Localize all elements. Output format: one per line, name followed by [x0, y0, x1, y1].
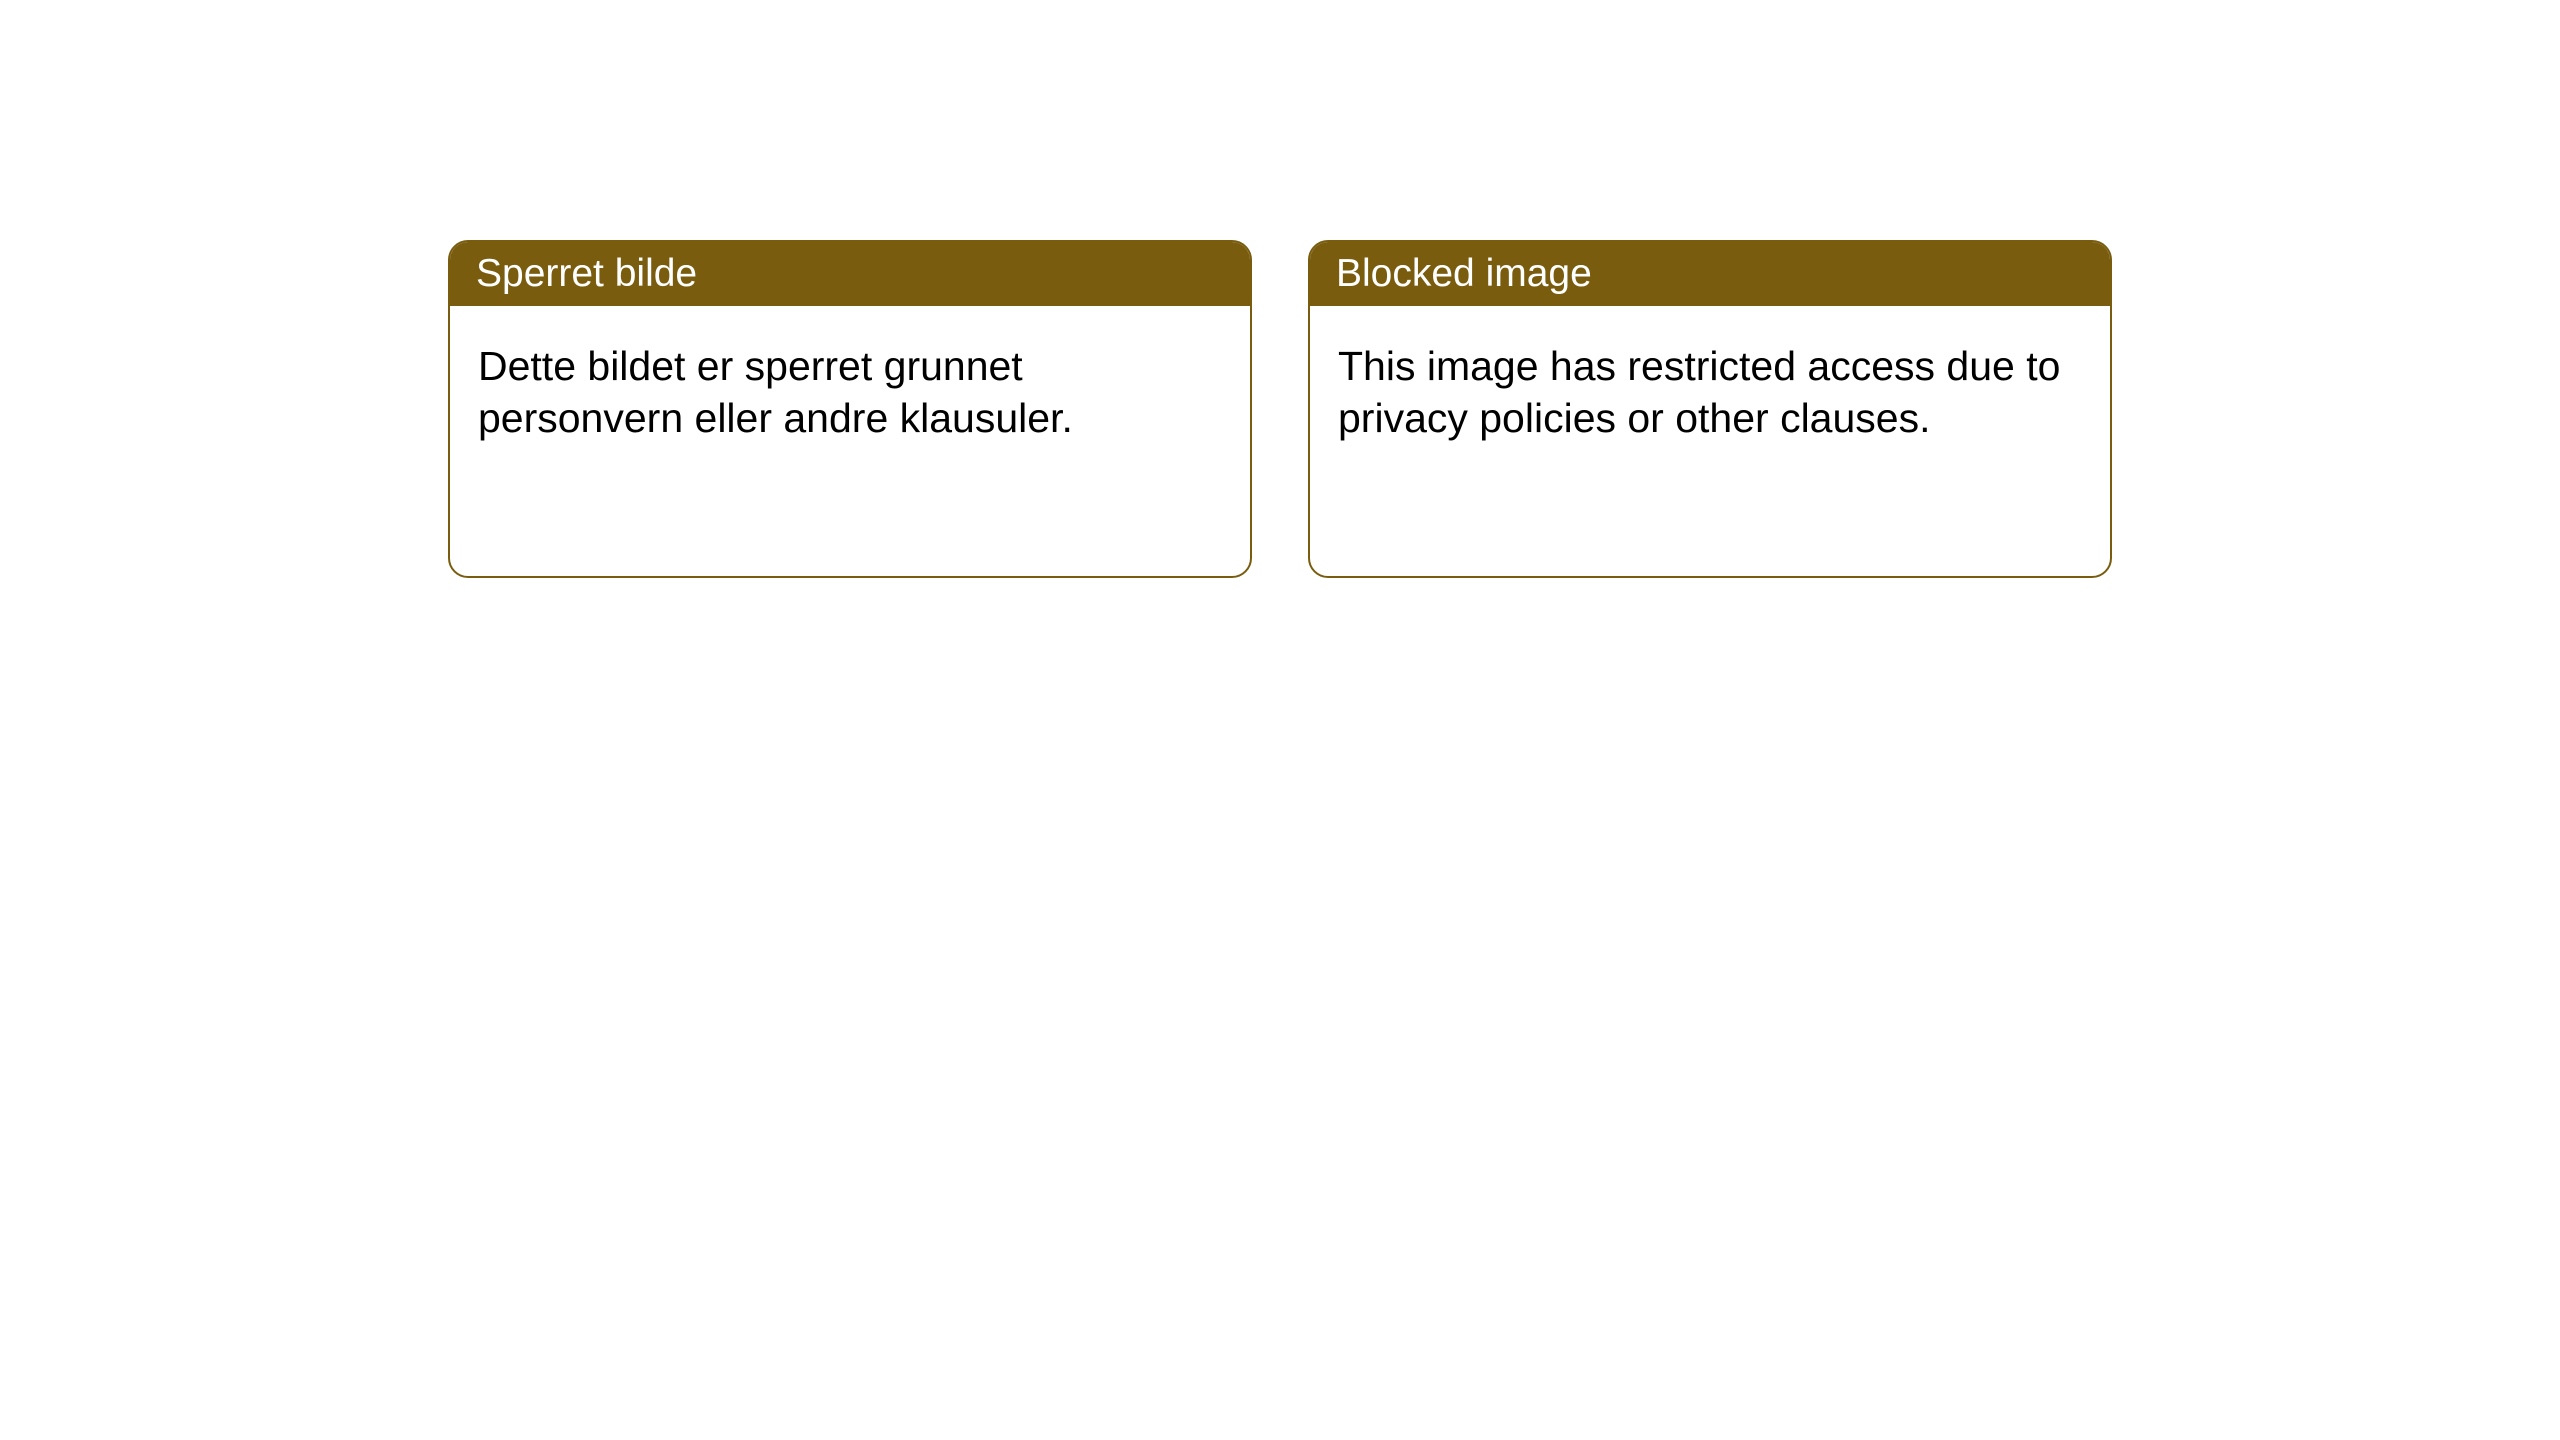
card-text-norwegian: Dette bildet er sperret grunnet personve… — [478, 343, 1073, 441]
card-body-norwegian: Dette bildet er sperret grunnet personve… — [450, 306, 1250, 478]
notice-card-english: Blocked image This image has restricted … — [1308, 240, 2112, 578]
card-title-norwegian: Sperret bilde — [476, 252, 697, 295]
notice-cards-container: Sperret bilde Dette bildet er sperret gr… — [0, 0, 2560, 578]
card-header-english: Blocked image — [1310, 242, 2110, 306]
card-body-english: This image has restricted access due to … — [1310, 306, 2110, 478]
notice-card-norwegian: Sperret bilde Dette bildet er sperret gr… — [448, 240, 1252, 578]
card-header-norwegian: Sperret bilde — [450, 242, 1250, 306]
card-text-english: This image has restricted access due to … — [1338, 343, 2060, 441]
card-title-english: Blocked image — [1336, 252, 1592, 295]
